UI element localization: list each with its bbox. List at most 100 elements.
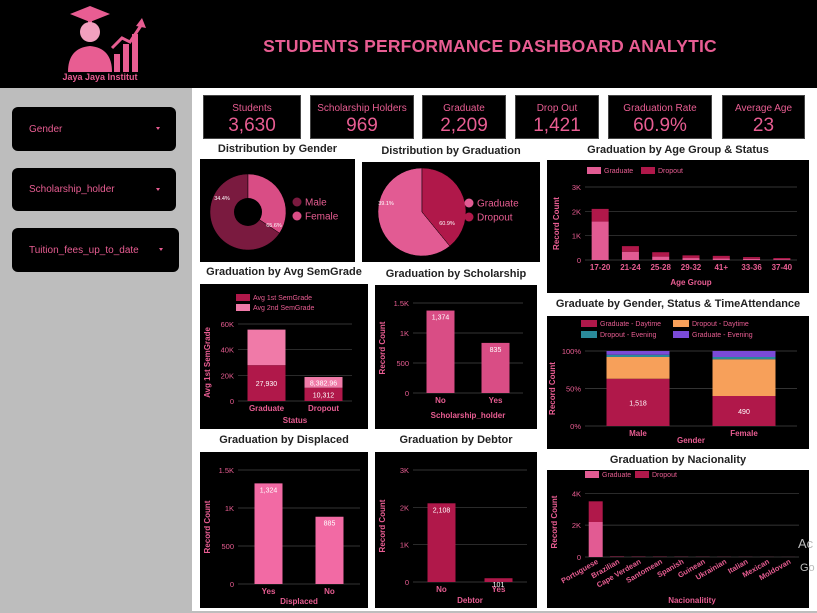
legend-entry: Dropout - Daytime <box>692 321 749 328</box>
x-tick-label: Yes <box>489 396 503 405</box>
data-label: 1,324 <box>260 487 278 494</box>
x-axis-label: Displaced <box>280 597 318 606</box>
bar <box>713 359 776 396</box>
tuition-filter-dropdown[interactable]: Tuition_fees_up_to_date <box>12 228 179 272</box>
bar <box>652 257 669 260</box>
scholarship-filter-label: Scholarship_holder <box>29 184 115 195</box>
x-axis-label: Gender <box>677 436 705 445</box>
y-tick-label: 0 <box>230 397 234 406</box>
chart-title: Graduation by Nacionality <box>547 454 809 466</box>
x-tick-label: 17-20 <box>590 263 611 272</box>
dashboard-title: STUDENTS PERFORMANCE DASHBOARD ANALYTIC <box>170 36 810 57</box>
legend-entry: Female <box>305 212 339 223</box>
chart-title: Graduation by Scholarship <box>375 268 537 280</box>
y-tick-label: 0 <box>230 580 234 589</box>
bar <box>255 483 283 584</box>
y-tick-label: 2K <box>400 503 409 512</box>
x-tick-label: 41+ <box>714 263 728 272</box>
legend-entry: Dropout <box>658 168 683 175</box>
kpi-card-students: Students 3,630 <box>203 95 301 139</box>
watermark-text: Ac <box>798 536 813 551</box>
kpi-label: Students <box>204 103 300 114</box>
bar <box>589 501 603 522</box>
x-axis-label: Status <box>283 416 308 425</box>
y-tick-label: 40K <box>221 346 234 355</box>
x-tick-label: Yes <box>262 587 276 596</box>
chart-title: Graduate by Gender, Status & TimeAttenda… <box>547 298 809 310</box>
y-tick-label: 1.5K <box>394 299 409 308</box>
legend-swatch <box>581 320 597 327</box>
y-tick-label: 0 <box>405 578 409 587</box>
x-tick-label: 21-24 <box>620 263 641 272</box>
x-axis-label: Scholarship_holder <box>431 411 506 420</box>
y-tick-label: 1K <box>400 329 409 338</box>
y-axis-label: Record Count <box>552 197 561 250</box>
sidebar <box>0 88 192 611</box>
bar <box>713 357 776 359</box>
legend-entry: Graduate <box>477 199 519 210</box>
legend-swatch <box>236 294 250 301</box>
y-axis-label: Record Count <box>548 362 557 415</box>
chevron-down-icon <box>159 248 163 251</box>
y-tick-label: 0 <box>577 553 581 562</box>
y-tick-label: 2K <box>572 521 581 530</box>
bar <box>592 222 609 260</box>
bar <box>683 258 700 260</box>
x-tick-label: Female <box>730 429 758 438</box>
data-label: 490 <box>738 409 750 416</box>
legend-entry: Graduate <box>604 168 633 175</box>
chart-title: Graduation by Age Group & Status <box>547 144 809 156</box>
legend-entry: Avg 1st SemGrade <box>253 295 312 302</box>
y-tick-label: 20K <box>221 371 234 380</box>
kpi-value: 23 <box>723 115 804 137</box>
data-label: 39.1% <box>378 201 394 207</box>
x-tick-label: No <box>435 396 446 405</box>
y-tick-label: 1K <box>225 504 234 513</box>
kpi-label: Graduation Rate <box>609 103 711 114</box>
gender-time-bar-chart: 0%50%100%1,518Male490FemaleGenderRecord … <box>547 316 809 449</box>
chart-title: Distribution by Graduation <box>362 145 540 157</box>
legend-entry: Male <box>305 198 327 209</box>
y-tick-label: 4K <box>572 489 581 498</box>
y-tick-label: 1K <box>400 541 409 550</box>
kpi-value: 969 <box>311 115 413 137</box>
data-label: 65.6% <box>266 223 282 229</box>
bar <box>773 259 790 260</box>
x-tick-label: Graduate <box>249 404 285 413</box>
x-tick-label: No <box>436 585 447 594</box>
y-tick-label: 0 <box>405 389 409 398</box>
legend-swatch <box>465 199 474 208</box>
data-label: 835 <box>490 347 502 354</box>
legend-swatch <box>293 198 302 207</box>
gender-filter-dropdown[interactable]: Gender <box>12 107 176 151</box>
kpi-card-dropout: Drop Out 1,421 <box>515 95 599 139</box>
chart-title: Distribution by Gender <box>200 143 355 155</box>
kpi-label: Graduate <box>423 103 505 114</box>
scholarship-filter-dropdown[interactable]: Scholarship_holder <box>12 168 176 211</box>
bar <box>683 255 700 258</box>
bar <box>248 330 286 366</box>
y-tick-label: 1K <box>572 232 581 241</box>
x-tick-label: 29-32 <box>681 263 702 272</box>
bar <box>773 258 790 259</box>
y-tick-label: 60K <box>221 320 234 329</box>
legend-swatch <box>465 213 474 222</box>
legend-swatch <box>293 212 302 221</box>
legend-swatch <box>635 471 649 478</box>
x-tick-label: No <box>324 587 335 596</box>
data-label: 27,930 <box>256 381 278 388</box>
legend-swatch <box>581 331 597 338</box>
x-tick-label: 33-36 <box>741 263 762 272</box>
y-axis-label: Record Count <box>550 495 559 548</box>
scholarship-bar-chart: 05001K1.5K1,374No835YesScholarship_holde… <box>375 285 537 429</box>
y-tick-label: 2K <box>572 207 581 216</box>
y-tick-label: 0% <box>570 422 581 431</box>
y-tick-label: 0 <box>577 256 581 265</box>
chevron-down-icon <box>156 188 160 191</box>
legend-swatch <box>587 167 601 174</box>
